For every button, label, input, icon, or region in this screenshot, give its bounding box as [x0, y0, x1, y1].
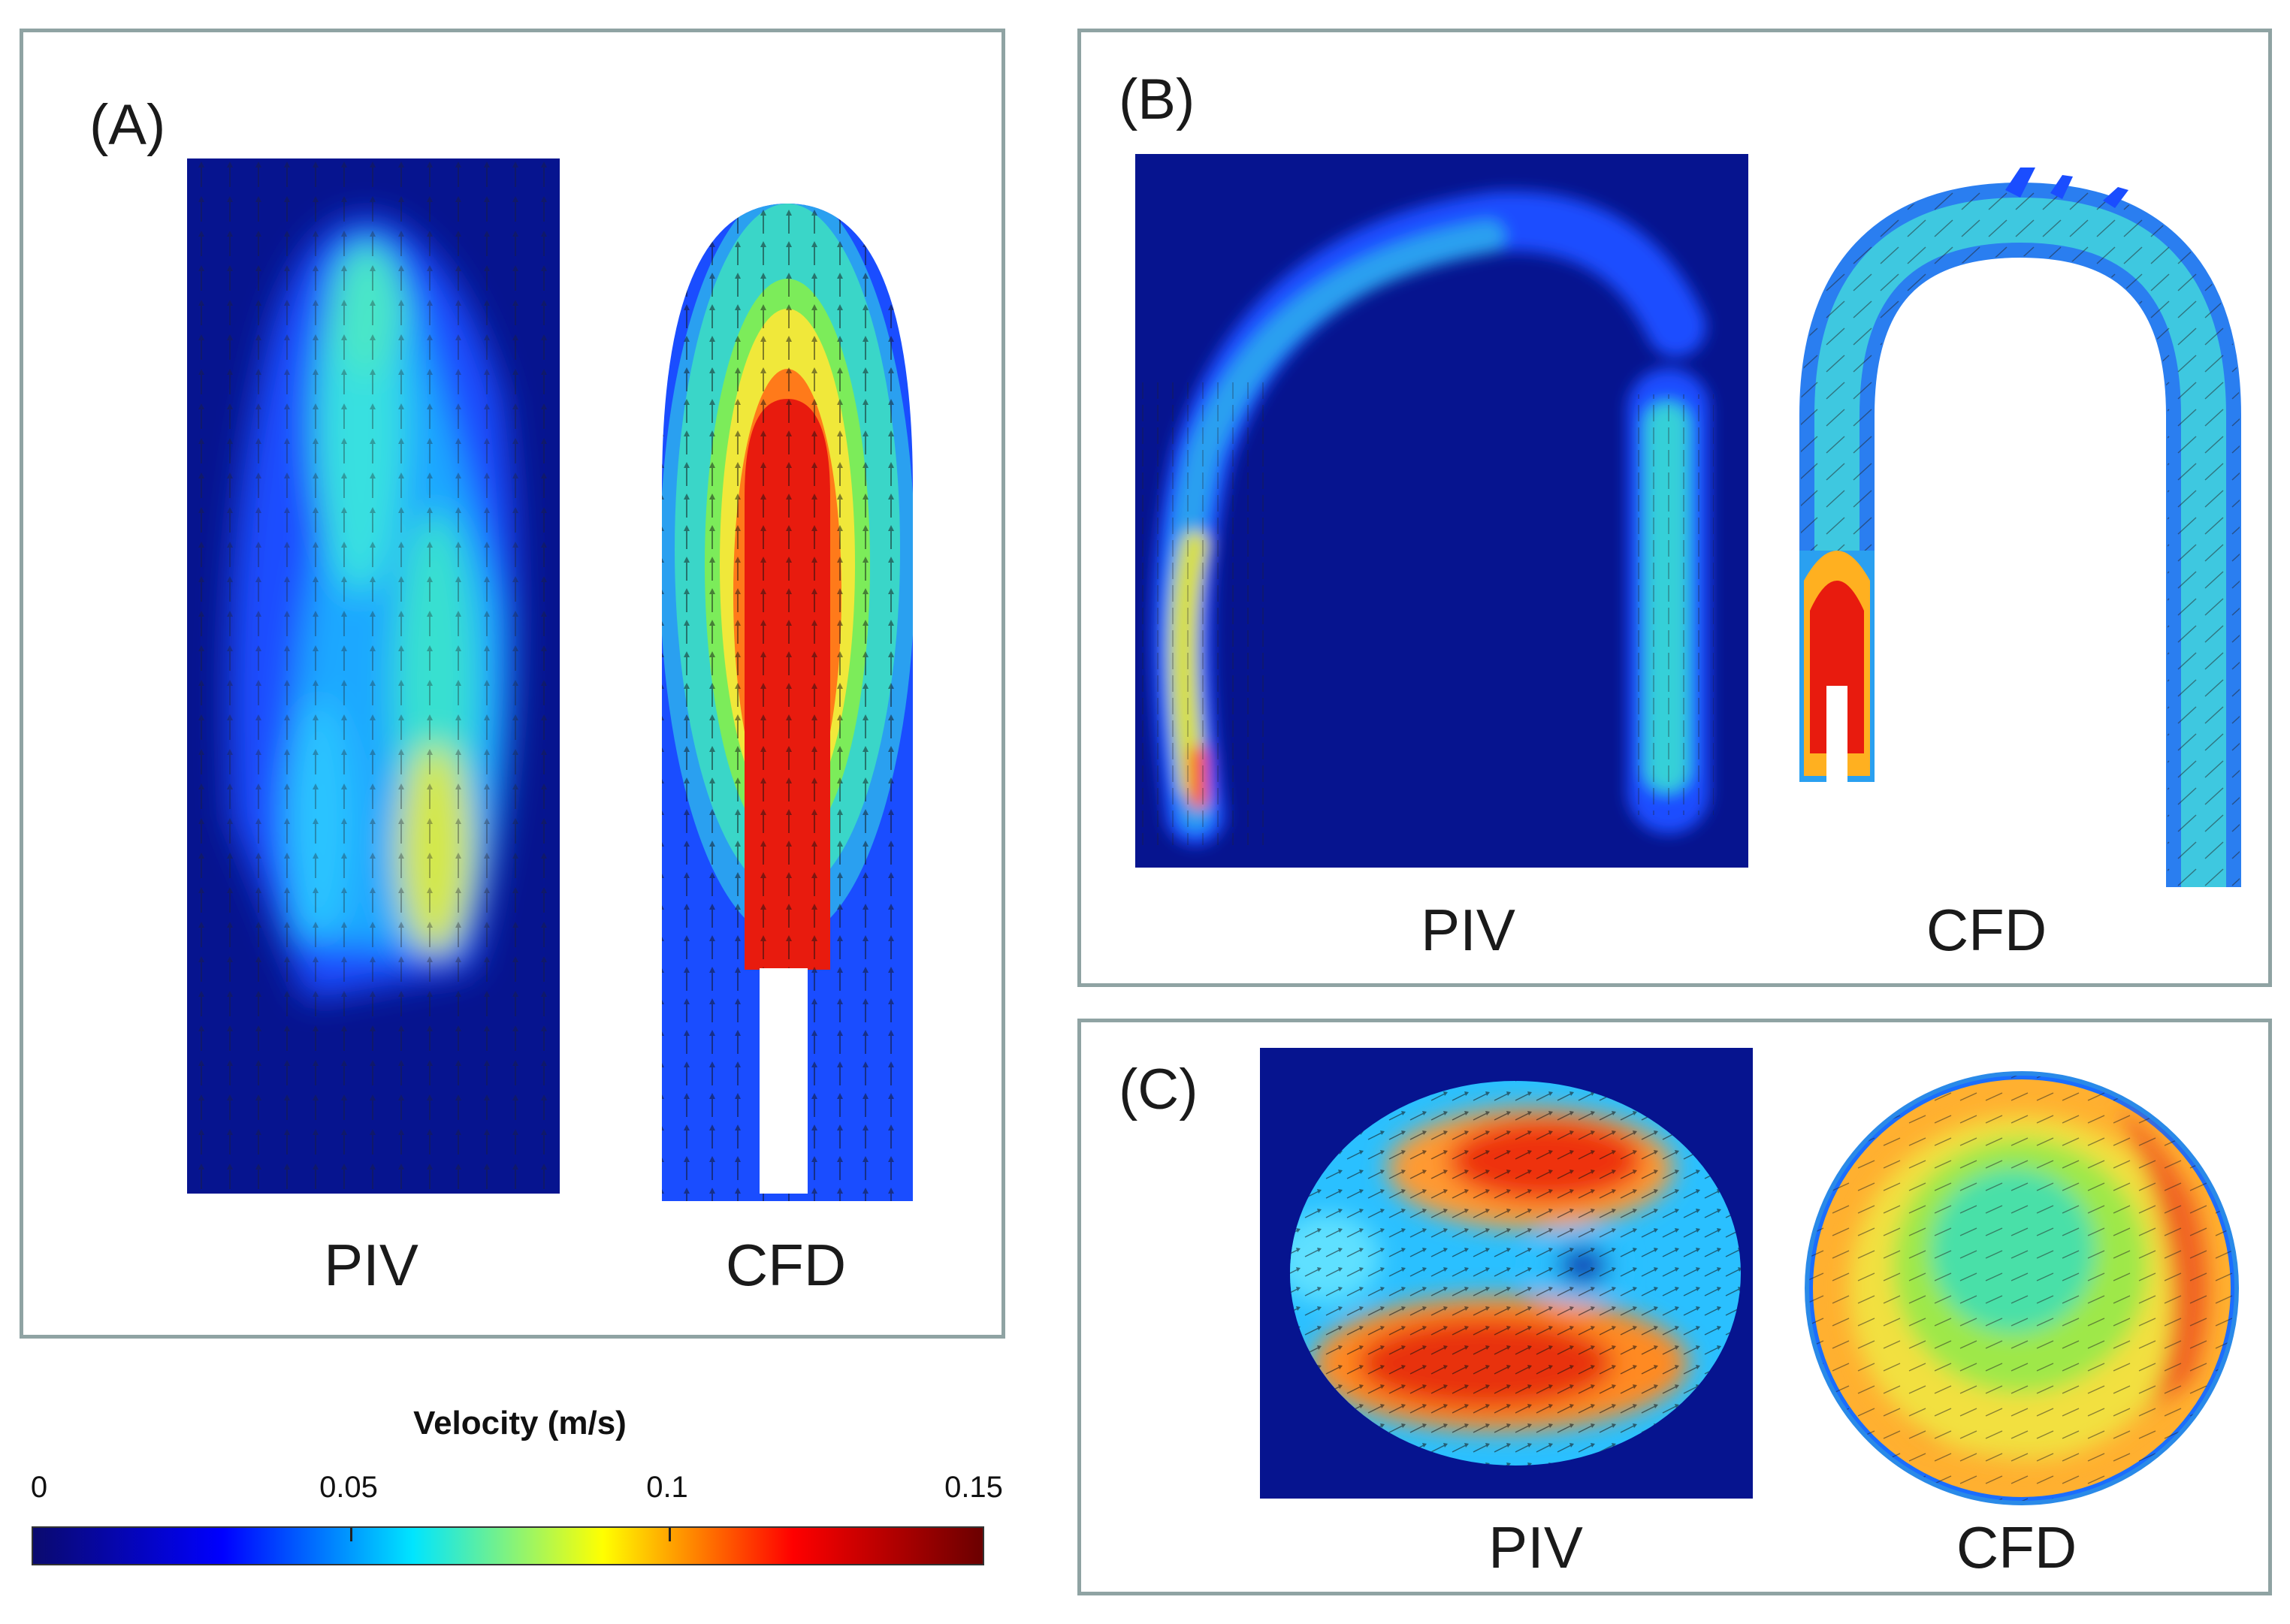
panel-a-cfd-plot — [648, 143, 926, 1210]
panel-a-piv-plot — [187, 158, 560, 1194]
panel-b-piv-caption: PIV — [1421, 897, 1515, 963]
panel-c-piv-plot — [1260, 1048, 1753, 1499]
colorbar-tick-mark-0.05 — [350, 1528, 352, 1541]
panel-c: (C) — [1077, 1019, 2272, 1595]
colorbar-tick-0.1: 0.1 — [646, 1471, 688, 1504]
panel-b-piv-plot — [1135, 154, 1748, 868]
colorbar-title: Velocity (m/s) — [413, 1405, 627, 1441]
panel-c-piv-caption: PIV — [1488, 1514, 1583, 1580]
panel-b-cfd-plot — [1795, 160, 2253, 911]
velocity-colorbar: Velocity (m/s) 0 0.05 0.1 0.15 — [30, 1405, 1008, 1577]
panel-b: (B) — [1077, 29, 2272, 987]
colorbar-tick-0.15: 0.15 — [944, 1471, 1003, 1504]
colorbar-tick-mark-0.1 — [669, 1528, 671, 1541]
colorbar-tick-0: 0 — [30, 1471, 48, 1504]
panel-b-label: (B) — [1119, 68, 1195, 131]
panel-a-piv-caption: PIV — [324, 1232, 418, 1298]
panel-c-cfd-plot — [1802, 1063, 2246, 1514]
panel-a: (A) — [20, 29, 1005, 1339]
panel-a-cfd-caption: CFD — [725, 1232, 847, 1298]
panel-a-label: (A) — [89, 93, 166, 157]
panel-b-cfd-caption: CFD — [1926, 897, 2047, 963]
colorbar-tick-0.05: 0.05 — [319, 1471, 378, 1504]
colorbar-gradient — [32, 1526, 984, 1565]
panel-c-label: (C) — [1119, 1058, 1198, 1121]
panel-c-cfd-caption: CFD — [1956, 1514, 2077, 1580]
